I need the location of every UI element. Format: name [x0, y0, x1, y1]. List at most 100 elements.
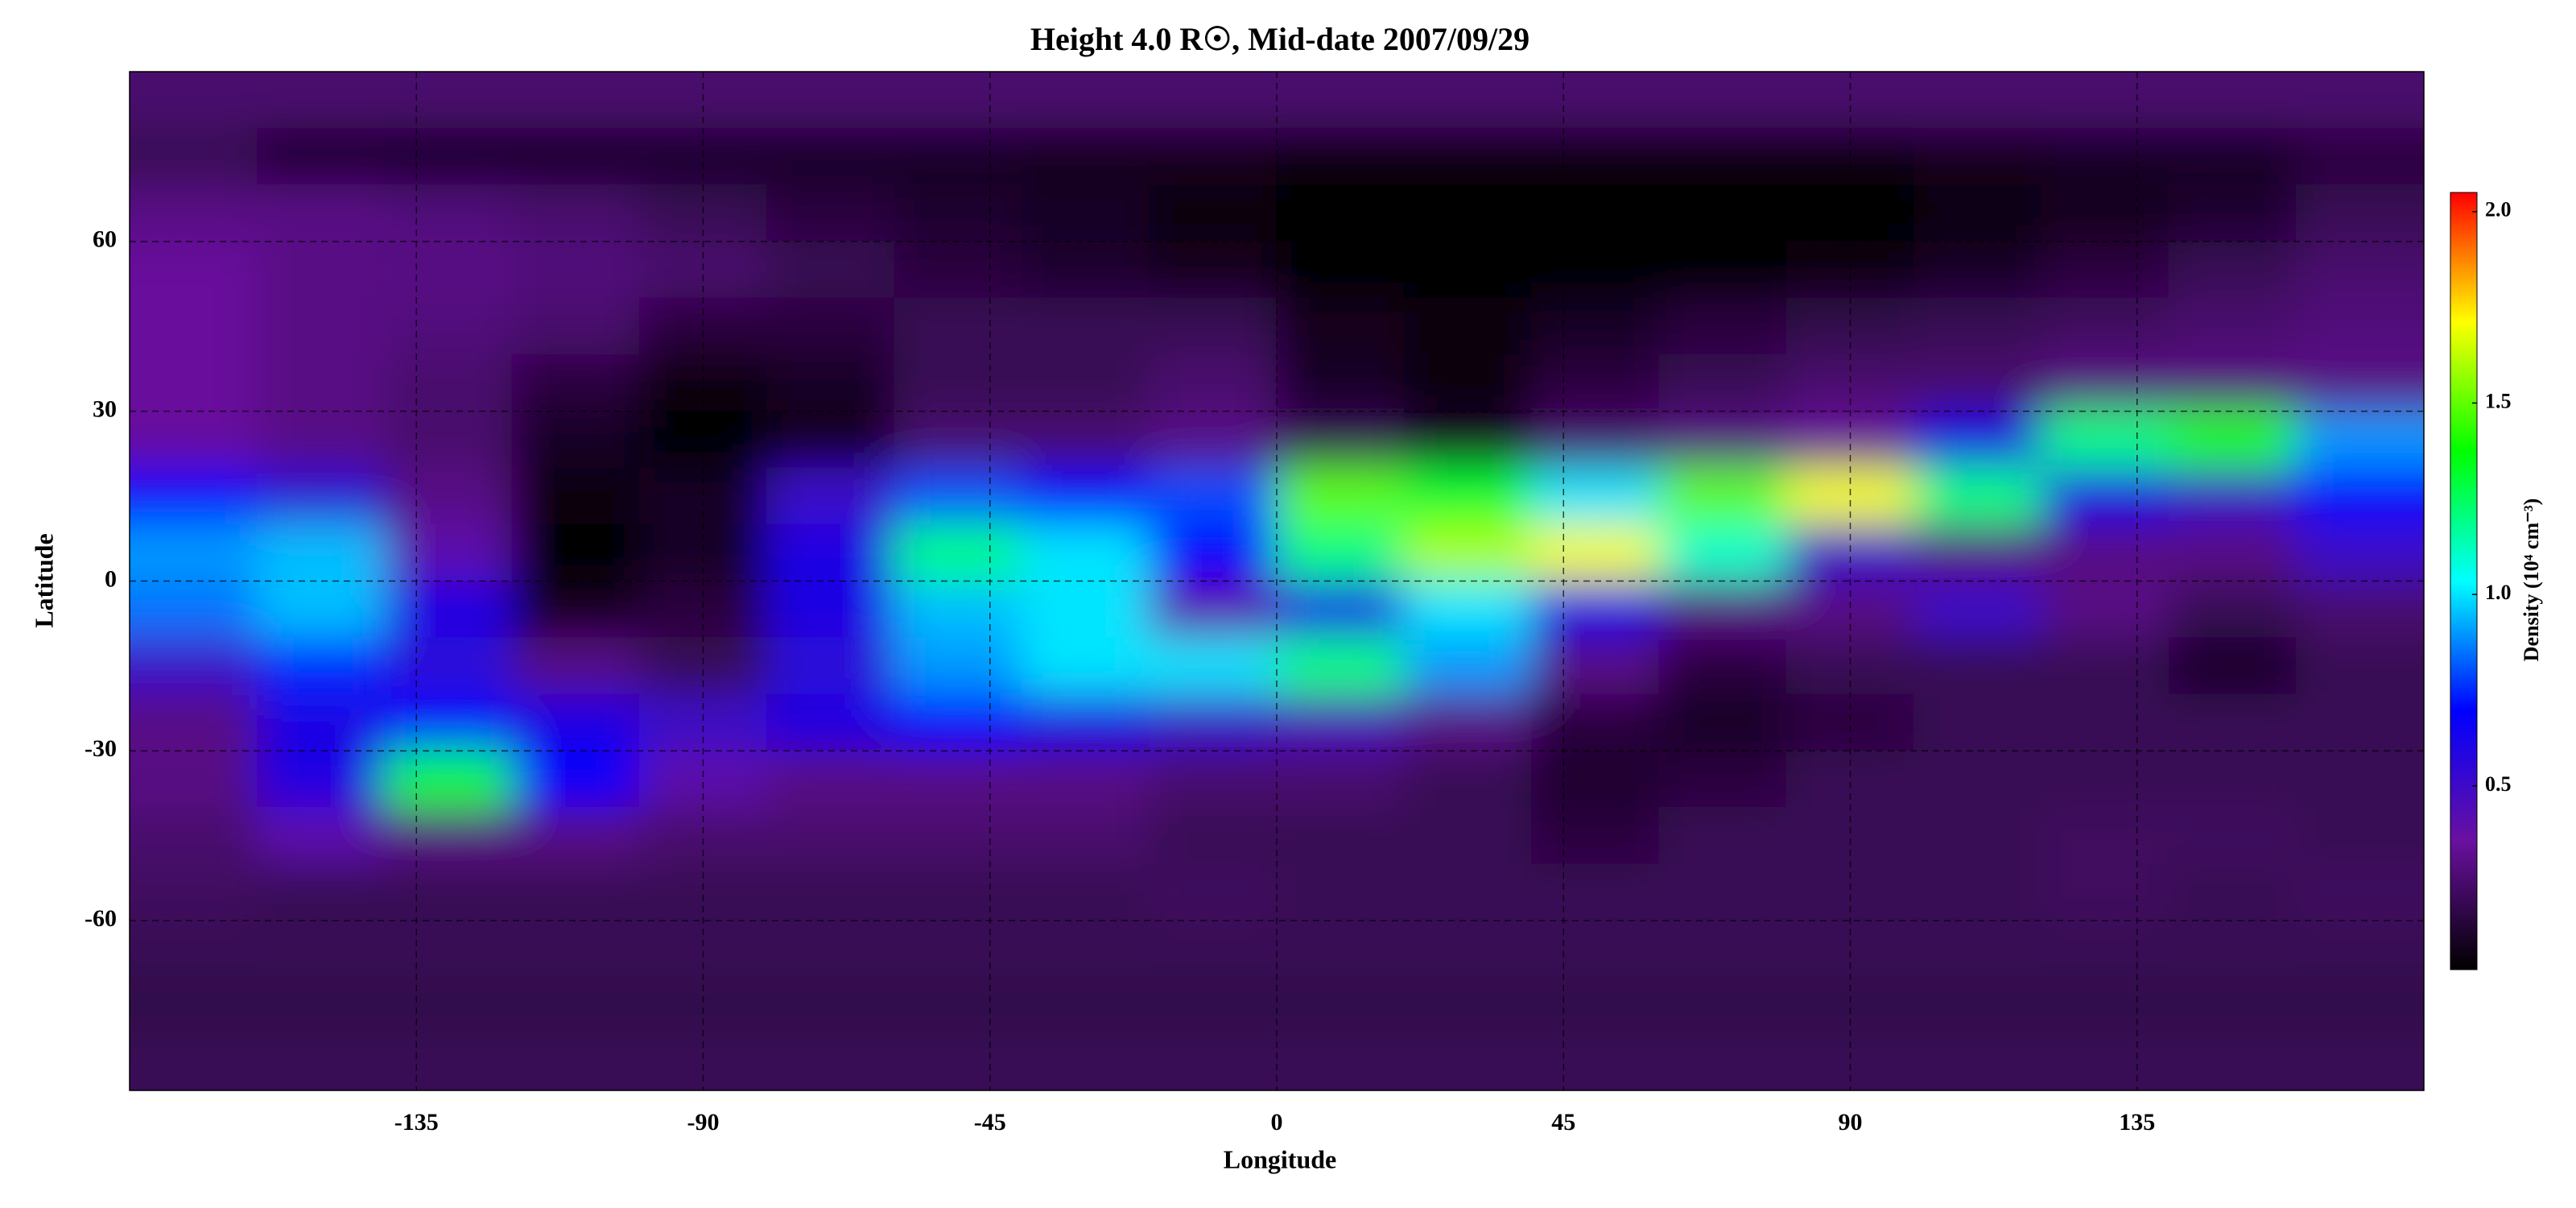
- heat-cell: [2168, 1033, 2297, 1090]
- heat-cell: [1531, 184, 1660, 242]
- heat-cell: [384, 127, 513, 186]
- heat-cell: [511, 693, 640, 751]
- y-tick-label: 30: [93, 396, 117, 423]
- heat-cell: [1531, 693, 1660, 751]
- heat-cell: [1276, 297, 1405, 355]
- heat-cell: [1531, 920, 1660, 978]
- heat-cell: [130, 693, 258, 751]
- heat-cell: [766, 863, 895, 921]
- heat-cell: [2041, 920, 2169, 978]
- heat-cell: [1913, 297, 2042, 355]
- heat-cell: [1403, 976, 1533, 1035]
- heat-cell: [1021, 920, 1150, 978]
- heat-cell: [384, 863, 513, 921]
- heat-cell: [2041, 581, 2169, 639]
- heat-cell: [1403, 750, 1533, 809]
- heat-cell: [2168, 184, 2297, 242]
- heat-cell: [766, 241, 895, 299]
- heat-cell: [1276, 693, 1405, 751]
- heat-cell: [2168, 807, 2297, 865]
- heat-cell: [1913, 976, 2042, 1035]
- heat-cell: [130, 467, 258, 525]
- heat-cell: [1149, 750, 1278, 809]
- heat-cell: [2168, 693, 2297, 751]
- heat-cell: [894, 297, 1022, 355]
- heat-cell: [1276, 750, 1405, 809]
- heat-cell: [384, 411, 513, 469]
- heat-cell: [1021, 127, 1150, 186]
- heat-cell: [766, 467, 895, 525]
- heat-cell: [256, 411, 386, 469]
- heat-cell: [1149, 297, 1278, 355]
- heat-cell: [1913, 241, 2042, 299]
- heat-cell: [1913, 807, 2042, 865]
- heat-cell: [1531, 1033, 1660, 1090]
- heat-cell: [256, 637, 386, 695]
- heat-cell: [1658, 637, 1787, 695]
- heat-cell: [1149, 241, 1278, 299]
- axes: -135 -90 -45 0 45 90 135 -60 -30 0 30 60 0.5 1.0 1.5 2.…: [85, 71, 2512, 1136]
- heat-cell: [1021, 354, 1150, 412]
- x-tick-label: -90: [687, 1109, 720, 1136]
- heat-cell: [2041, 184, 2169, 242]
- heat-cell: [511, 241, 640, 299]
- heat-cell: [1403, 411, 1533, 469]
- heat-cell: [2296, 693, 2424, 751]
- heat-cell: [2041, 127, 2169, 186]
- heat-cell: [130, 297, 258, 355]
- heat-cell: [1403, 354, 1533, 412]
- heat-cell: [1149, 1033, 1278, 1090]
- heat-cell: [1021, 581, 1150, 639]
- heat-cell: [511, 863, 640, 921]
- heat-cell: [1913, 184, 2042, 242]
- heat-cell: [1149, 637, 1278, 695]
- heat-cell: [1021, 241, 1150, 299]
- heat-cell: [256, 581, 386, 639]
- heat-cell: [1276, 241, 1405, 299]
- heat-cell: [1403, 297, 1533, 355]
- heat-cell: [1913, 637, 2042, 695]
- heat-cell: [1021, 637, 1150, 695]
- heat-cell: [384, 72, 513, 129]
- heat-cell: [1149, 920, 1278, 978]
- heat-cell: [766, 127, 895, 186]
- heat-cell: [511, 297, 640, 355]
- heat-cell: [130, 354, 258, 412]
- heat-cell: [1276, 467, 1405, 525]
- y-axis-label: Latitude: [29, 533, 58, 627]
- heat-cell: [384, 920, 513, 978]
- heat-cell: [894, 693, 1022, 751]
- heat-cell: [2296, 807, 2424, 865]
- heat-cell: [894, 637, 1022, 695]
- colorbar-label: Density (10⁴ cm⁻³): [2520, 499, 2543, 662]
- heat-cell: [894, 523, 1022, 581]
- heat-cell: [1531, 127, 1660, 186]
- heat-cell: [766, 72, 895, 129]
- heat-cell: [1403, 581, 1533, 639]
- heat-cell: [766, 920, 895, 978]
- heat-cell: [1531, 523, 1660, 581]
- y-tick-label: -30: [85, 735, 117, 762]
- heat-cell: [130, 127, 258, 186]
- heat-cell: [2041, 297, 2169, 355]
- heat-cell: [1403, 467, 1533, 525]
- heat-cell: [1913, 750, 2042, 809]
- heat-cell: [2041, 354, 2169, 412]
- heat-cell: [1531, 241, 1660, 299]
- heat-cell: [894, 581, 1022, 639]
- heat-cell: [1403, 241, 1533, 299]
- heat-cell: [1531, 354, 1660, 412]
- heat-cell: [511, 920, 640, 978]
- heat-cell: [1658, 920, 1787, 978]
- heat-cell: [1531, 637, 1660, 695]
- heat-cell: [130, 241, 258, 299]
- heat-cell: [384, 297, 513, 355]
- heat-cell: [1276, 354, 1405, 412]
- heat-cell: [511, 750, 640, 809]
- heat-cell: [1658, 807, 1787, 865]
- heat-cell: [1913, 354, 2042, 412]
- heat-cell: [894, 863, 1022, 921]
- heat-cell: [1658, 184, 1787, 242]
- heat-cell: [384, 581, 513, 639]
